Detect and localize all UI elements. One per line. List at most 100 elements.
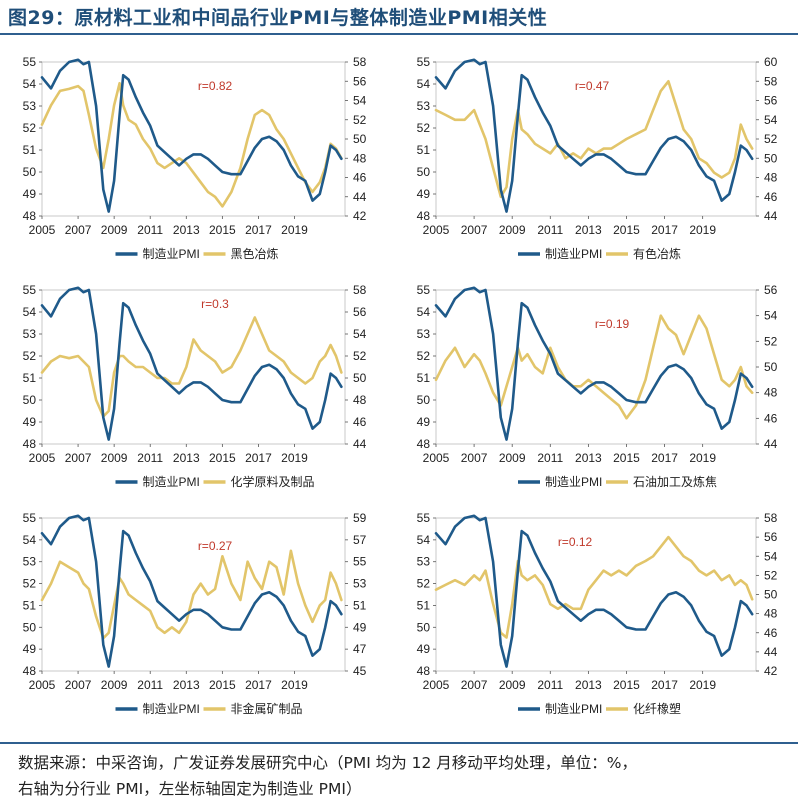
x-axis-tick-label: 2011	[137, 451, 163, 465]
x-axis-tick-label: 2011	[537, 678, 563, 692]
right-axis-tick-label: 52	[353, 113, 367, 127]
right-axis-tick-label: 54	[764, 549, 778, 563]
left-axis-tick-label: 52	[417, 577, 431, 591]
x-axis-tick-label: 2017	[245, 223, 272, 237]
figure-title: 图29：原材料工业和中间品行业PMI与整体制造业PMI相关性	[8, 7, 548, 29]
left-axis-tick-label: 52	[23, 577, 37, 591]
right-axis-tick-label: 44	[764, 209, 778, 223]
right-axis-tick-label: 50	[764, 360, 778, 374]
left-axis-tick-label: 50	[417, 620, 431, 634]
source-line-1: 数据来源：中采咨询，广发证券发展研究中心（PMI 均为 12 月移动平均处理，单…	[18, 754, 638, 772]
right-axis-tick-label: 47	[353, 642, 367, 656]
x-axis-tick-label: 2017	[651, 223, 678, 237]
series-line-industry-pmi	[40, 81, 343, 208]
chart-panel-4: 48 49 50 51 52 53 54 55 44 46 48 50 52 54 56 2005 2007 20…	[417, 283, 778, 489]
x-axis-tick-label: 2005	[29, 451, 56, 465]
right-axis-tick-label: 48	[764, 607, 778, 621]
right-axis-tick-label: 42	[353, 209, 367, 223]
x-axis-tick-label: 2009	[101, 223, 128, 237]
x-axis-tick-label: 2019	[689, 223, 716, 237]
x-axis-tick-label: 2011	[537, 451, 563, 465]
right-axis-tick-label: 56	[764, 94, 778, 108]
legend-label-industry-pmi: 有色冶炼	[633, 246, 681, 261]
right-axis-tick-label: 48	[353, 393, 367, 407]
x-axis-tick-label: 2019	[281, 678, 308, 692]
correlation-label: r=0.19	[595, 317, 630, 331]
right-axis-tick-label: 58	[764, 511, 778, 525]
x-axis-tick-label: 2015	[613, 223, 640, 237]
left-axis-tick-label: 49	[23, 642, 37, 656]
left-axis-tick-label: 54	[23, 77, 37, 91]
legend-label-industry-pmi: 石油加工及炼焦	[633, 474, 717, 489]
plot-frame	[41, 517, 346, 672]
right-axis-tick-label: 48	[353, 151, 367, 165]
left-axis-tick-label: 49	[23, 415, 37, 429]
series-line-industry-pmi	[434, 80, 754, 199]
x-axis-tick-label: 2007	[461, 451, 488, 465]
x-axis-tick-label: 2017	[651, 451, 678, 465]
source-rule	[0, 742, 798, 744]
legend-label-manufacturing-pmi: 制造业PMI	[545, 702, 602, 716]
left-axis-tick-label: 50	[417, 165, 431, 179]
legend-label-manufacturing-pmi: 制造业PMI	[143, 702, 200, 716]
right-axis-tick-label: 53	[353, 577, 367, 591]
left-axis-tick-label: 51	[417, 143, 431, 157]
series-line-manufacturing-pmi	[40, 286, 343, 441]
left-axis-tick-label: 50	[23, 620, 37, 634]
series-line-industry-pmi	[40, 316, 343, 418]
right-axis-tick-label: 46	[353, 171, 367, 185]
right-axis-tick-label: 44	[764, 437, 778, 451]
x-axis-tick-label: 2019	[689, 451, 716, 465]
x-axis-tick-label: 2007	[65, 678, 92, 692]
x-axis-tick-label: 2007	[461, 223, 488, 237]
left-axis-tick-label: 53	[417, 99, 431, 113]
left-axis-tick-label: 48	[23, 209, 37, 223]
x-axis-tick-label: 2013	[575, 678, 602, 692]
x-axis-tick-label: 2013	[575, 223, 602, 237]
chart-panel-1: 48 49 50 51 52 53 54 55 42 44 46 48 50 52 54 56 58 2005 20…	[23, 55, 367, 261]
right-axis-tick-label: 58	[353, 55, 367, 69]
left-axis-tick-label: 49	[417, 187, 431, 201]
left-axis-tick-label: 55	[23, 511, 37, 525]
chart-panel-3: 48 49 50 51 52 53 54 55 44 46 48 50 52 54 56 58 2005 2007…	[23, 283, 367, 489]
x-axis-tick-label: 2009	[499, 451, 526, 465]
x-axis-tick-label: 2015	[613, 678, 640, 692]
left-axis-tick-label: 55	[417, 55, 431, 69]
legend-label-industry-pmi: 非金属矿制品	[231, 701, 303, 716]
x-axis-tick-label: 2013	[173, 678, 200, 692]
left-axis-tick-label: 52	[23, 349, 37, 363]
x-axis-tick-label: 2009	[499, 678, 526, 692]
x-axis-tick-label: 2009	[499, 223, 526, 237]
x-axis-tick-label: 2005	[423, 451, 450, 465]
right-axis-tick-label: 59	[353, 511, 367, 525]
right-axis-tick-label: 42	[764, 664, 778, 678]
plot-frame	[435, 517, 757, 672]
left-axis-tick-label: 54	[417, 305, 431, 319]
right-axis-tick-label: 51	[353, 598, 367, 612]
legend-label-manufacturing-pmi: 制造业PMI	[545, 247, 602, 261]
x-axis-tick-label: 2019	[281, 223, 308, 237]
series-line-manufacturing-pmi	[434, 286, 754, 441]
right-axis-tick-label: 45	[353, 664, 367, 678]
x-axis-tick-label: 2013	[173, 223, 200, 237]
left-axis-tick-label: 54	[417, 77, 431, 91]
right-axis-tick-label: 46	[764, 626, 778, 640]
right-axis-tick-label: 52	[353, 349, 367, 363]
x-axis-tick-label: 2005	[29, 223, 56, 237]
left-axis-tick-label: 48	[417, 664, 431, 678]
x-axis-tick-label: 2007	[65, 223, 92, 237]
legend-label-manufacturing-pmi: 制造业PMI	[143, 475, 200, 489]
left-axis-tick-label: 52	[23, 121, 37, 135]
legend-label-industry-pmi: 化学原料及制品	[231, 474, 315, 489]
right-axis-tick-label: 52	[764, 132, 778, 146]
plot-frame	[41, 289, 346, 445]
left-axis-tick-label: 48	[23, 664, 37, 678]
left-axis-tick-label: 53	[23, 99, 37, 113]
right-axis-tick-label: 56	[764, 530, 778, 544]
left-axis-tick-label: 48	[417, 209, 431, 223]
x-axis-tick-label: 2009	[101, 678, 128, 692]
correlation-label: r=0.12	[558, 535, 593, 549]
right-axis-tick-label: 50	[764, 151, 778, 165]
x-axis-tick-label: 2007	[461, 678, 488, 692]
left-axis-tick-label: 51	[23, 598, 37, 612]
